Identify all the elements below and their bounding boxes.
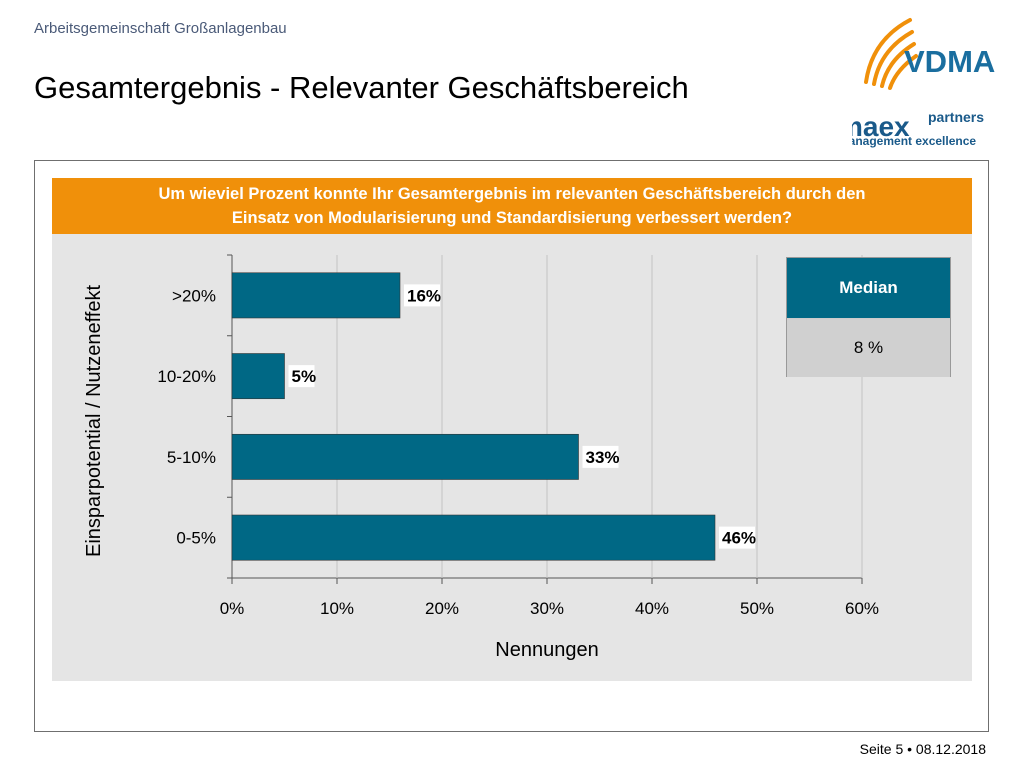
median-box: Median 8 % (786, 257, 951, 377)
bar (231, 353, 285, 400)
question-line-1: Um wieviel Prozent konnte Ihr Gesamterge… (158, 185, 866, 203)
question-banner: Um wieviel Prozent konnte Ihr Gesamterge… (52, 178, 972, 234)
bar (231, 433, 579, 480)
data-label: 5% (292, 367, 317, 386)
bar (231, 272, 401, 319)
bars (231, 272, 716, 561)
y-tick-label: 0-5% (176, 529, 216, 548)
data-label-bg (404, 284, 440, 307)
tagline-wordmark: management excellence (852, 134, 976, 148)
x-tick-label: 60% (845, 599, 879, 618)
x-tick-labels: 0% 10% 20% 30% 40% 50% 60% (220, 599, 879, 618)
vdma-wordmark: VDMA (904, 44, 995, 79)
y-tick-label: >20% (172, 286, 216, 305)
x-tick-label: 50% (740, 599, 774, 618)
x-tick-label: 30% (530, 599, 564, 618)
y-tick-label: 5-10% (167, 448, 216, 467)
organization-name: Arbeitsgemeinschaft Großanlagenbau (34, 20, 287, 37)
content-frame (34, 160, 989, 732)
data-label-bg (582, 445, 619, 468)
x-tick-label: 0% (220, 599, 245, 618)
page-title: Gesamtergebnis - Relevanter Geschäftsber… (34, 70, 689, 105)
vdma-arcs-icon (864, 18, 918, 90)
y-tick-labels: >20% 10-20% 5-10% 0-5% (157, 286, 216, 547)
maex-wordmark: maex (852, 111, 910, 142)
median-value: 8 % (787, 319, 950, 377)
data-labels: 16% 5% 33% 46% (288, 284, 756, 549)
page-footer: Seite 5 • 08.12.2018 (859, 741, 986, 757)
x-tick-label: 10% (320, 599, 354, 618)
x-tick-label: 20% (425, 599, 459, 618)
data-label: 16% (407, 286, 441, 305)
question-line-2: Einsatz von Modularisierung und Standard… (231, 209, 793, 227)
bar (231, 514, 716, 561)
data-label: 33% (586, 448, 620, 467)
data-label: 46% (722, 529, 756, 548)
y-axis-title: Einsparpotential / Nutzeneffekt (83, 285, 105, 557)
partners-wordmark: partners (928, 109, 984, 125)
data-label-bg (719, 526, 755, 549)
median-label: Median (787, 258, 950, 319)
vdma-maex-logo: VDMA maex partners management excellence (852, 18, 995, 148)
y-tick-label: 10-20% (157, 367, 216, 386)
x-tick-label: 40% (635, 599, 669, 618)
data-label-bg (288, 365, 315, 388)
x-axis-title: Nennungen (495, 639, 598, 661)
